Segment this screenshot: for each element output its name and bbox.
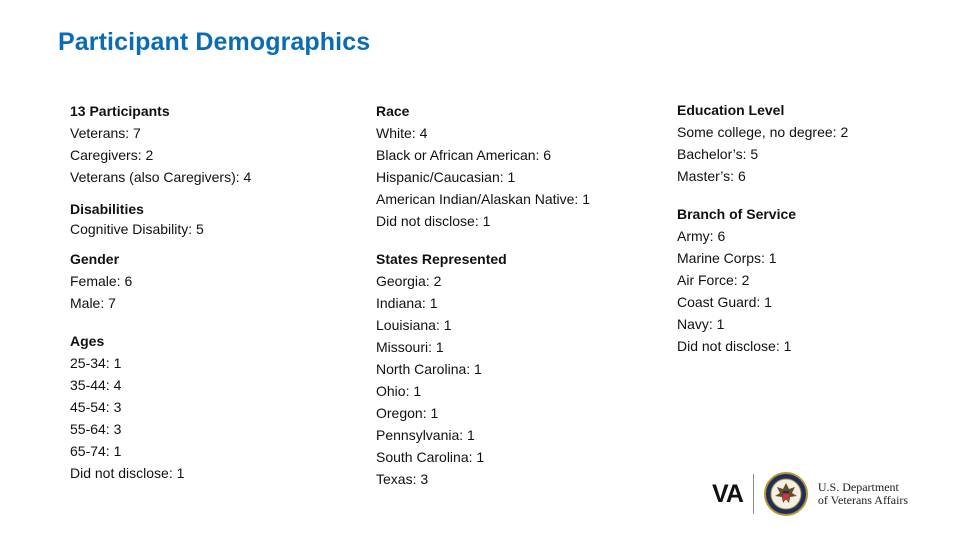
list-item: North Carolina: 1 <box>376 361 482 377</box>
va-seal-icon <box>763 472 808 516</box>
list-item: Female: 6 <box>70 273 133 289</box>
section-heading: Ages <box>70 333 105 349</box>
section-heading: Race <box>376 103 410 119</box>
section-participants: 13 Participants Veterans: 7 Caregivers: … <box>70 100 360 188</box>
section-heading: Education Level <box>677 102 785 118</box>
list-item: Missouri: 1 <box>376 339 444 355</box>
section-heading: Disabilities <box>70 201 144 217</box>
list-item: Did not disclose: 1 <box>376 213 491 229</box>
list-item: 25-34: 1 <box>70 355 122 371</box>
va-wordmark: VA <box>712 479 744 508</box>
list-item: Navy: 1 <box>677 316 725 332</box>
section-heading: 13 Participants <box>70 103 170 119</box>
list-item: White: 4 <box>376 125 428 141</box>
section-states: States Represented Georgia: 2 Indiana: 1… <box>376 248 666 490</box>
department-name: U.S. Department of Veterans Affairs <box>818 481 908 507</box>
list-item: American Indian/Alaskan Native: 1 <box>376 191 590 207</box>
list-item: Marine Corps: 1 <box>677 250 777 266</box>
logo-divider <box>752 474 754 514</box>
va-logo: VA U.S. Department of Veterans Affairs <box>712 470 908 518</box>
list-item: Caregivers: 2 <box>70 147 154 163</box>
column-right: Education Level Some college, no degree:… <box>677 100 947 373</box>
column-middle: Race White: 4 Black or African American:… <box>376 100 666 506</box>
list-item: Coast Guard: 1 <box>677 294 772 310</box>
list-item: Georgia: 2 <box>376 273 442 289</box>
list-item: Master’s: 6 <box>677 168 746 184</box>
list-item: Did not disclose: 1 <box>70 465 185 481</box>
list-item: 35-44: 4 <box>70 377 122 393</box>
list-item: Texas: 3 <box>376 471 429 487</box>
department-line-1: U.S. Department <box>817 480 899 494</box>
list-item: Cognitive Disability: 5 <box>70 221 204 237</box>
list-item: Oregon: 1 <box>376 405 439 421</box>
list-item: Veterans (also Caregivers): 4 <box>70 169 252 185</box>
section-heading: Branch of Service <box>677 206 797 222</box>
list-item: Pennsylvania: 1 <box>376 427 475 443</box>
list-item: Did not disclose: 1 <box>677 338 792 354</box>
list-item: Army: 6 <box>677 228 726 244</box>
section-gender: Gender Female: 6 Male: 7 <box>70 248 360 314</box>
section-race: Race White: 4 Black or African American:… <box>376 100 666 232</box>
section-heading: Gender <box>70 251 120 267</box>
list-item: Some college, no degree: 2 <box>677 124 849 140</box>
section-heading: States Represented <box>376 251 507 267</box>
list-item: 45-54: 3 <box>70 399 122 415</box>
column-left: 13 Participants Veterans: 7 Caregivers: … <box>70 100 360 500</box>
list-item: 55-64: 3 <box>70 421 122 437</box>
list-item: Male: 7 <box>70 295 116 311</box>
page-title: Participant Demographics <box>58 28 371 56</box>
list-item: Black or African American: 6 <box>376 147 552 163</box>
list-item: Hispanic/Caucasian: 1 <box>376 169 516 185</box>
list-item: Bachelor’s: 5 <box>677 146 759 162</box>
department-line-2: of Veterans Affairs <box>817 493 909 507</box>
list-item: Louisiana: 1 <box>376 317 452 333</box>
section-ages: Ages 25-34: 1 35-44: 4 45-54: 3 55-64: 3… <box>70 330 360 484</box>
section-disabilities: Disabilities Cognitive Disability: 5 <box>70 198 360 238</box>
list-item: Air Force: 2 <box>677 272 750 288</box>
list-item: Ohio: 1 <box>376 383 422 399</box>
list-item: South Carolina: 1 <box>376 449 485 465</box>
list-item: 65-74: 1 <box>70 443 122 459</box>
list-item: Veterans: 7 <box>70 125 141 141</box>
list-item: Indiana: 1 <box>376 295 438 311</box>
section-education: Education Level Some college, no degree:… <box>677 99 947 187</box>
section-branch: Branch of Service Army: 6 Marine Corps: … <box>677 203 947 357</box>
